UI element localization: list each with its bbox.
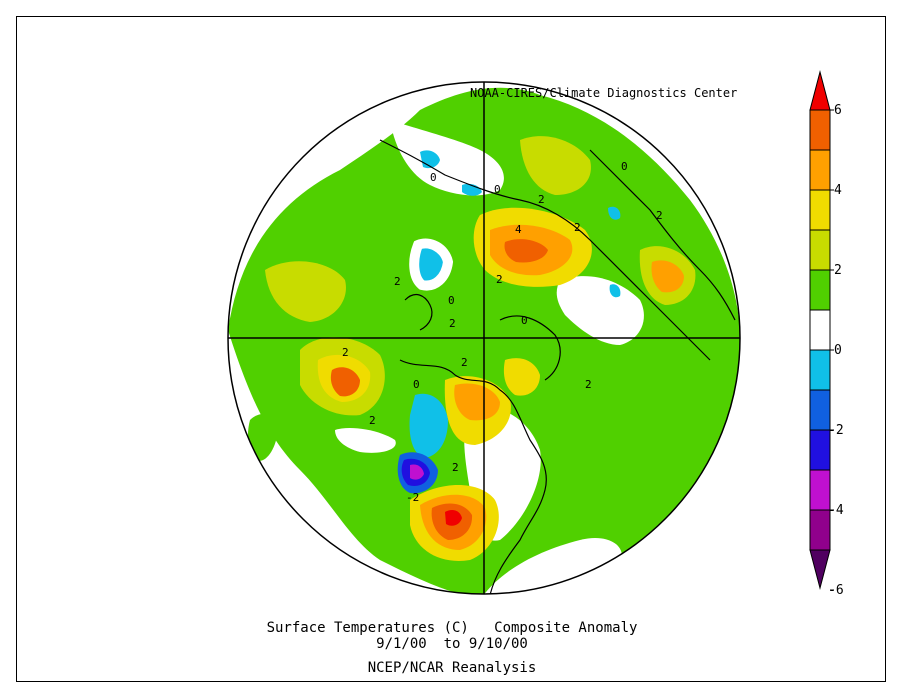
contour-labels: 0 0 2 2 2 2 2 2 4 2 0 0 0 2 2 2 -2 2 0 xyxy=(342,160,663,504)
green-region-east-pacific xyxy=(247,414,278,461)
colorbar-swatch xyxy=(809,429,831,471)
coastline-north-america xyxy=(399,359,547,594)
contour-label: -2 xyxy=(406,491,419,504)
cyan-cold-region-alaska xyxy=(409,393,448,458)
map-credit: NOAA-CIRES/Climate Diagnostics Center xyxy=(470,86,738,100)
contour-label: 2 xyxy=(452,461,459,474)
magenta-cold-core-west xyxy=(410,464,424,480)
colorbar-tick-label: -4 xyxy=(828,503,844,518)
coastline-greenland xyxy=(499,315,561,381)
contour-label: 2 xyxy=(449,317,456,330)
colorbar-tick-label: -6 xyxy=(828,583,844,598)
graticule xyxy=(228,82,740,594)
white-region-pacific xyxy=(335,428,396,453)
colorbar-swatch xyxy=(809,229,831,271)
contour-label: 2 xyxy=(342,346,349,359)
colorbar-tick-label: -2 xyxy=(828,423,844,438)
globe-outline xyxy=(227,81,741,595)
contour-label: 2 xyxy=(574,221,581,234)
colorbar-swatch xyxy=(809,349,831,391)
orange-core-siberia xyxy=(504,239,548,263)
contour-label: 0 xyxy=(413,378,420,391)
contour-label: 2 xyxy=(496,273,503,286)
plot-frame xyxy=(16,16,886,682)
orange-region-canada xyxy=(454,383,500,421)
coastline-kamchatka xyxy=(404,293,433,331)
colorbar-swatch xyxy=(809,189,831,231)
caption-title: Surface Temperatures (C) Composite Anoma… xyxy=(266,620,638,636)
colorbar-swatch xyxy=(809,269,831,311)
red-core-usa xyxy=(445,510,462,526)
white-halo-kamchatka xyxy=(409,238,454,291)
colorbar-swatch xyxy=(809,109,831,151)
colorbar-swatch xyxy=(809,389,831,431)
contour-label: 2 xyxy=(585,378,592,391)
colorbar-swatch xyxy=(809,509,831,551)
contour-label: 2 xyxy=(656,209,663,222)
contour-label: 2 xyxy=(394,275,401,288)
colorbar-swatch xyxy=(809,469,831,511)
caption-source: NCEP/NCAR Reanalysis xyxy=(367,660,537,676)
cyan-cold-region-east xyxy=(609,284,621,298)
contour-label: 0 xyxy=(521,314,528,327)
yellowgreen-region-greenland xyxy=(520,136,591,195)
contour-label: 0 xyxy=(430,171,437,184)
contour-label: 0 xyxy=(448,294,455,307)
yellow-region-arctic-canada xyxy=(503,358,540,396)
contour-label: 2 xyxy=(461,356,468,369)
contour-label: 0 xyxy=(494,183,501,196)
orange-core-pacific xyxy=(330,367,360,397)
contour-label: 2 xyxy=(538,193,545,206)
coastlines xyxy=(379,139,736,594)
contour-label: 4 xyxy=(515,223,522,236)
coastline-asia xyxy=(379,139,711,361)
colorbar-tick-label: 4 xyxy=(834,183,842,198)
colorbar-tick-label: 0 xyxy=(834,343,842,358)
colorbar xyxy=(809,70,834,591)
cyan-cold-region-scandinavia xyxy=(608,206,621,220)
caption-date-range: 9/1/00 to 9/10/00 xyxy=(376,636,528,652)
white-land-arctic xyxy=(390,120,504,196)
colorbar-bottom-arrow xyxy=(809,549,831,590)
colorbar-swatch xyxy=(809,309,831,351)
orange-region-europe xyxy=(651,260,684,293)
colorbar-swatch xyxy=(809,149,831,191)
coastline-europe xyxy=(589,149,736,321)
yellowgreen-region-northwest xyxy=(265,261,346,322)
contour-label: 0 xyxy=(621,160,628,173)
white-region-asia xyxy=(556,276,644,345)
contour-label: 2 xyxy=(369,414,376,427)
colorbar-tick-label: 2 xyxy=(834,263,842,278)
colorbar-tick-label: 6 xyxy=(834,103,842,118)
colorbar-top-arrow xyxy=(809,70,831,111)
